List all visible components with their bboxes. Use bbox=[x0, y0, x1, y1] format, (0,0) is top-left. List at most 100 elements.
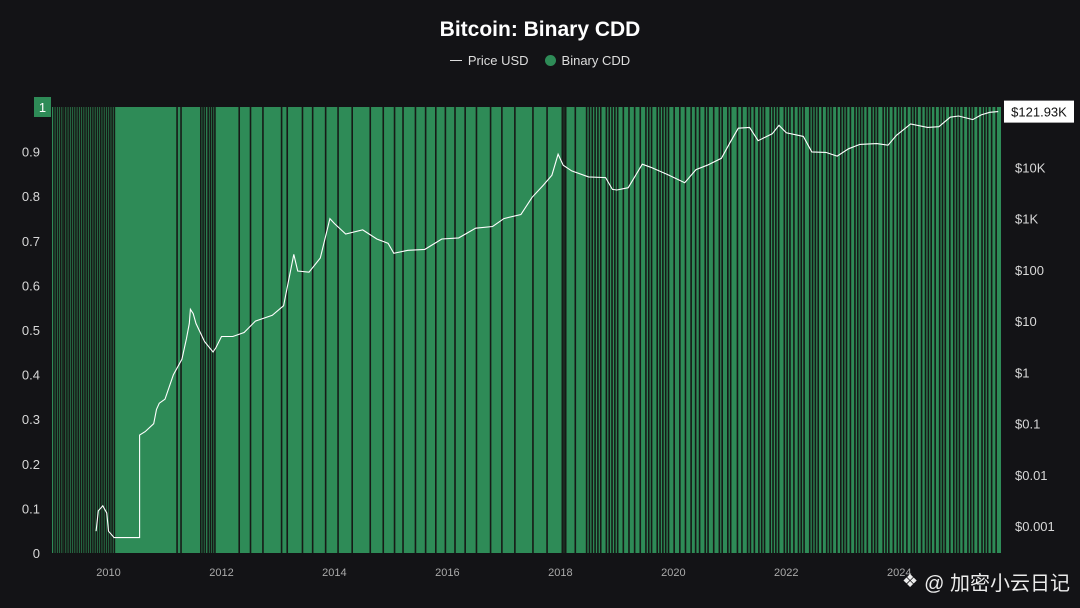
binary-cdd-gap bbox=[783, 107, 786, 553]
binary-cdd-gap bbox=[811, 107, 814, 553]
binary-cdd-gap bbox=[311, 107, 314, 553]
binary-cdd-gap bbox=[444, 107, 447, 553]
binary-cdd-gap bbox=[793, 107, 795, 553]
binary-cdd-gap bbox=[871, 107, 873, 553]
binary-cdd-gap bbox=[885, 107, 887, 553]
binary-cdd-gap bbox=[608, 107, 611, 553]
binary-cdd-gap bbox=[916, 107, 918, 553]
binary-cdd-gaps bbox=[53, 107, 997, 553]
binary-cdd-gap bbox=[664, 107, 667, 553]
binary-cdd-gap bbox=[72, 107, 75, 553]
binary-cdd-gap bbox=[888, 107, 890, 553]
left-tick-label: 0.8 bbox=[22, 189, 40, 204]
binary-cdd-gap bbox=[95, 107, 98, 553]
binary-cdd-gap bbox=[382, 107, 385, 553]
legend-item-price[interactable]: Price USD bbox=[449, 53, 529, 68]
binary-cdd-gap bbox=[952, 107, 955, 553]
binary-cdd-gap bbox=[280, 107, 283, 553]
binary-cdd-gap bbox=[800, 107, 803, 553]
right-tick-label: $10K bbox=[1015, 160, 1046, 175]
binary-cdd-gap bbox=[585, 107, 588, 553]
binary-cdd-gap bbox=[57, 107, 60, 553]
binary-cdd-gap bbox=[808, 107, 811, 553]
binary-cdd-gap bbox=[63, 107, 66, 553]
watermark-text: @ 加密小云日记 bbox=[924, 573, 1070, 595]
binary-cdd-gap bbox=[913, 107, 916, 553]
binary-cdd-gap bbox=[324, 107, 327, 553]
left-axis: 0 0.1 0.2 0.3 0.4 0.5 0.6 0.7 0.8 0.9 bbox=[22, 145, 40, 561]
x-tick-label: 2018 bbox=[548, 567, 572, 579]
binary-cdd-gap bbox=[741, 107, 743, 553]
legend-line-icon bbox=[449, 60, 462, 61]
binary-cdd-gap bbox=[434, 107, 437, 553]
binary-cdd-gap bbox=[599, 107, 602, 553]
binary-cdd-gap bbox=[990, 107, 993, 553]
binary-cdd-gap bbox=[100, 107, 102, 553]
binary-cdd-gap bbox=[727, 107, 729, 553]
binary-cdd-gap bbox=[729, 107, 732, 553]
binary-cdd-gap bbox=[594, 107, 596, 553]
binary-cdd-gap bbox=[561, 107, 564, 553]
binary-cdd-gap bbox=[967, 107, 969, 553]
x-tick-label: 2012 bbox=[209, 567, 233, 579]
binary-cdd-gap bbox=[70, 107, 73, 553]
binary-cdd-gap bbox=[873, 107, 876, 553]
binary-cdd-gap bbox=[207, 107, 209, 553]
binary-cdd-gap bbox=[955, 107, 958, 553]
binary-cdd-gap bbox=[842, 107, 845, 553]
binary-cdd-gap bbox=[204, 107, 207, 553]
binary-cdd-gap bbox=[814, 107, 817, 553]
binary-cdd-gap bbox=[59, 107, 62, 553]
binary-cdd-gap bbox=[454, 107, 456, 553]
binary-cdd-gap bbox=[79, 107, 82, 553]
binary-cdd-gap bbox=[856, 107, 859, 553]
binary-cdd-gap bbox=[84, 107, 86, 553]
left-tick-label: 0.2 bbox=[22, 457, 40, 472]
binary-cdd-gap bbox=[564, 107, 567, 553]
x-axis: 2010 2012 2014 2016 2018 2020 2022 2024 bbox=[96, 567, 911, 579]
binary-cdd-gap bbox=[694, 107, 697, 553]
left-tick-label: 0.1 bbox=[22, 501, 40, 516]
binary-cdd-gap bbox=[949, 107, 951, 553]
binary-cdd-gap bbox=[633, 107, 636, 553]
binary-cdd-gap bbox=[616, 107, 619, 553]
binary-cdd-gap bbox=[718, 107, 721, 553]
binary-cdd-gap bbox=[941, 107, 944, 553]
left-tick-label: 0.5 bbox=[22, 323, 40, 338]
binary-cdd-gap bbox=[588, 107, 591, 553]
binary-cdd-gap bbox=[821, 107, 823, 553]
legend-label-price: Price USD bbox=[467, 53, 529, 68]
binary-cdd-gap bbox=[825, 107, 828, 553]
binary-cdd-gap bbox=[772, 107, 774, 553]
binary-cdd-gap bbox=[546, 107, 548, 553]
binary-cdd-gap bbox=[704, 107, 707, 553]
binary-cdd-gap bbox=[906, 107, 908, 553]
binary-cdd-gap bbox=[249, 107, 252, 553]
last-price-badge bbox=[1004, 100, 1074, 123]
binary-cdd-gap bbox=[775, 107, 777, 553]
binary-cdd-gap bbox=[53, 107, 55, 553]
binary-cdd-gap bbox=[736, 107, 739, 553]
binary-cdd-gap bbox=[958, 107, 961, 553]
binary-cdd-gap bbox=[113, 107, 116, 553]
left-tick-label: 0.6 bbox=[22, 278, 40, 293]
binary-cdd-gap bbox=[102, 107, 104, 553]
binary-cdd-gap bbox=[62, 107, 64, 553]
x-tick-label: 2022 bbox=[774, 567, 798, 579]
legend-dot-icon bbox=[544, 55, 556, 66]
binary-cdd-gap bbox=[849, 107, 852, 553]
right-axis: $0.001 $0.01 $0.1 $1 $10 $100 $1K $10K bbox=[1015, 160, 1055, 534]
legend-item-binary-cdd[interactable]: Binary CDD bbox=[544, 53, 630, 68]
binary-cdd-gap bbox=[981, 107, 983, 553]
binary-cdd-gap bbox=[106, 107, 109, 553]
left-axis-badge bbox=[34, 97, 51, 117]
x-tick-label: 2020 bbox=[661, 567, 685, 579]
binary-cdd-gap bbox=[286, 107, 289, 553]
binary-cdd-gap bbox=[532, 107, 534, 553]
binary-cdd-gap bbox=[749, 107, 752, 553]
right-tick-label: $1K bbox=[1015, 212, 1038, 227]
binary-cdd-gap bbox=[896, 107, 899, 553]
binary-cdd-gap bbox=[86, 107, 89, 553]
binary-cdd-gap bbox=[828, 107, 831, 553]
binary-cdd-gap bbox=[859, 107, 862, 553]
